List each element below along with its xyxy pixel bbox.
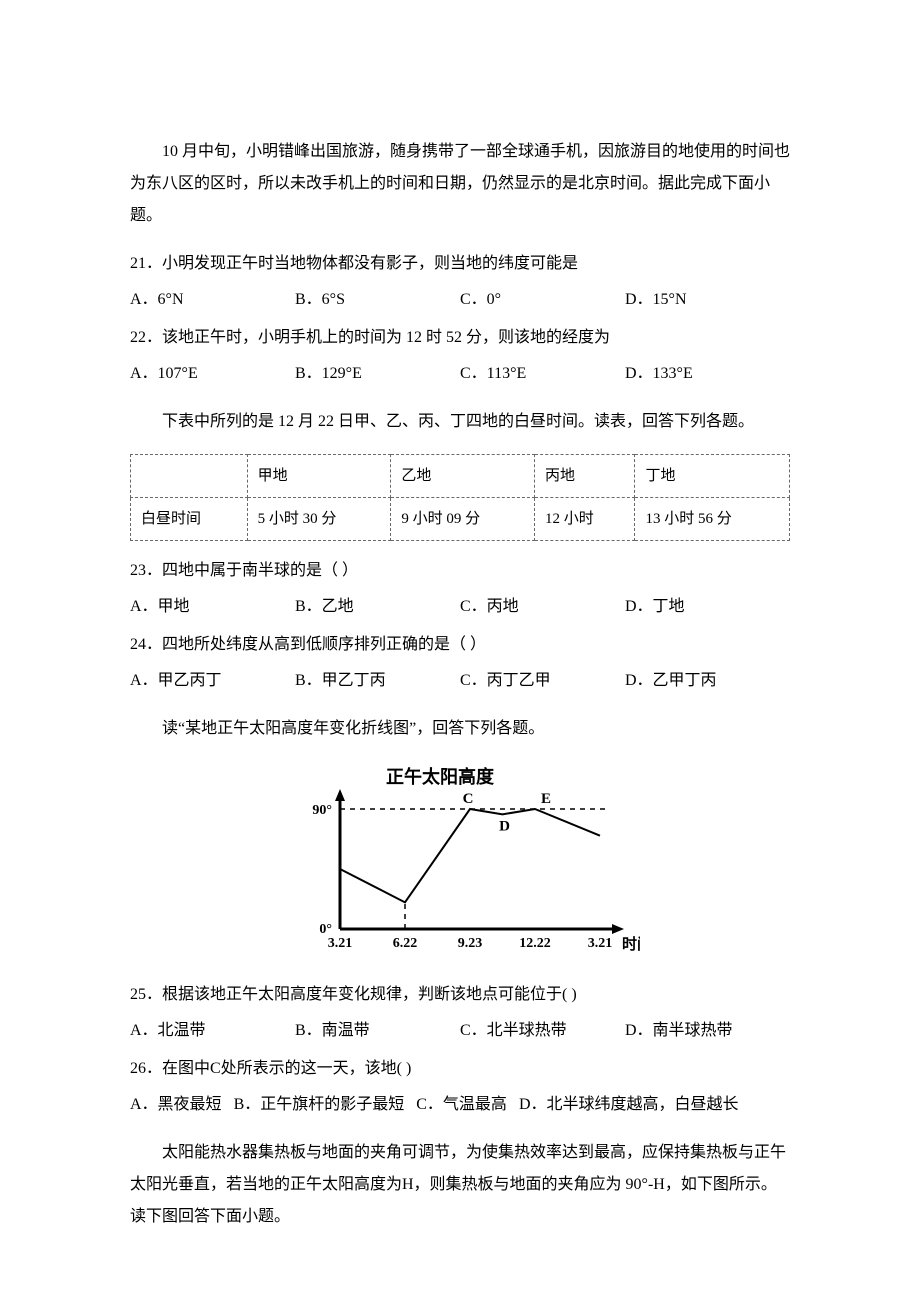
question-26-options: A．黑夜最短 B．正午旗杆的影子最短 C．气温最高 D．北半球纬度越高，白昼越长 — [130, 1089, 790, 1121]
question-23: 23．四地中属于南半球的是（ ） — [130, 555, 790, 587]
q23-opt-b: B．乙地 — [295, 591, 460, 623]
q22-opt-d: D．133°E — [625, 358, 790, 390]
q26-opt-d: D．北半球纬度越高，白昼越长 — [519, 1096, 739, 1113]
q22-opt-a: A．107°E — [130, 358, 295, 390]
q25-opt-d: D．南半球热带 — [625, 1015, 790, 1047]
svg-text:12.22: 12.22 — [519, 936, 551, 951]
question-23-options: A．甲地 B．乙地 C．丙地 D．丁地 — [130, 591, 790, 623]
svg-text:6.22: 6.22 — [393, 936, 418, 951]
col-jia: 甲地 — [247, 455, 391, 498]
q24-opt-d: D．乙甲丁丙 — [625, 665, 790, 697]
svg-text:E: E — [541, 791, 551, 807]
question-21: 21．小明发现正午时当地物体都没有影子，则当地的纬度可能是 — [130, 248, 790, 280]
q21-opt-c: C．0° — [460, 284, 625, 316]
q26-opt-b: B．正午旗杆的影子最短 — [234, 1096, 405, 1113]
svg-text:时间: 时间 — [622, 935, 640, 953]
svg-text:0°: 0° — [319, 922, 332, 937]
q21-opt-b: B．6°S — [295, 284, 460, 316]
cell-bing: 12 小时 — [535, 498, 635, 541]
q25-opt-c: C．北半球热带 — [460, 1015, 625, 1047]
cell-yi: 9 小时 09 分 — [391, 498, 535, 541]
svg-text:3.21: 3.21 — [588, 936, 613, 951]
svg-text:90°: 90° — [312, 803, 332, 818]
noon-altitude-chart: 正午太阳高度90°0°3.216.229.2312.223.21时间CDE — [130, 761, 790, 973]
intro-4: 太阳能热水器集热板与地面的夹角可调节，为使集热效率达到最高，应保持集热板与正午太… — [130, 1137, 790, 1233]
table-row: 白昼时间 5 小时 30 分 9 小时 09 分 12 小时 13 小时 56 … — [131, 498, 790, 541]
daylight-table: 甲地 乙地 丙地 丁地 白昼时间 5 小时 30 分 9 小时 09 分 12 … — [130, 454, 790, 541]
intro-3: 读“某地正午太阳高度年变化折线图”，回答下列各题。 — [130, 713, 790, 745]
svg-text:正午太阳高度: 正午太阳高度 — [386, 766, 495, 787]
svg-text:C: C — [463, 791, 474, 807]
svg-text:9.23: 9.23 — [458, 936, 483, 951]
q23-opt-c: C．丙地 — [460, 591, 625, 623]
page-content: 10 月中旬，小明错峰出国旅游，随身携带了一部全球通手机，因旅游目的地使用的时间… — [0, 0, 920, 1309]
q21-opt-d: D．15°N — [625, 284, 790, 316]
question-21-options: A．6°N B．6°S C．0° D．15°N — [130, 284, 790, 316]
question-25: 25．根据该地正午太阳高度年变化规律，判断该地点可能位于( ) — [130, 979, 790, 1011]
question-24: 24．四地所处纬度从高到低顺序排列正确的是（ ） — [130, 629, 790, 661]
q24-opt-b: B．甲乙丁丙 — [295, 665, 460, 697]
col-ding: 丁地 — [635, 455, 790, 498]
svg-text:3.21: 3.21 — [328, 936, 353, 951]
svg-text:D: D — [499, 818, 510, 834]
row-label: 白昼时间 — [131, 498, 248, 541]
q26-opt-c: C．气温最高 — [416, 1096, 507, 1113]
q23-opt-d: D．丁地 — [625, 591, 790, 623]
q25-opt-a: A．北温带 — [130, 1015, 295, 1047]
q24-opt-c: C．丙丁乙甲 — [460, 665, 625, 697]
question-26: 26．在图中C处所表示的这一天，该地( ) — [130, 1053, 790, 1085]
q25-opt-b: B．南温带 — [295, 1015, 460, 1047]
cell-jia: 5 小时 30 分 — [247, 498, 391, 541]
table-header-row: 甲地 乙地 丙地 丁地 — [131, 455, 790, 498]
question-24-options: A．甲乙丙丁 B．甲乙丁丙 C．丙丁乙甲 D．乙甲丁丙 — [130, 665, 790, 697]
q23-opt-a: A．甲地 — [130, 591, 295, 623]
intro-1: 10 月中旬，小明错峰出国旅游，随身携带了一部全球通手机，因旅游目的地使用的时间… — [130, 136, 790, 232]
question-22: 22．该地正午时，小明手机上的时间为 12 时 52 分，则该地的经度为 — [130, 322, 790, 354]
q22-opt-c: C．113°E — [460, 358, 625, 390]
intro-2: 下表中所列的是 12 月 22 日甲、乙、丙、丁四地的白昼时间。读表，回答下列各… — [130, 406, 790, 438]
q21-opt-a: A．6°N — [130, 284, 295, 316]
q24-opt-a: A．甲乙丙丁 — [130, 665, 295, 697]
chart-svg: 正午太阳高度90°0°3.216.229.2312.223.21时间CDE — [280, 761, 640, 961]
col-bing: 丙地 — [535, 455, 635, 498]
q22-opt-b: B．129°E — [295, 358, 460, 390]
col-yi: 乙地 — [391, 455, 535, 498]
question-25-options: A．北温带 B．南温带 C．北半球热带 D．南半球热带 — [130, 1015, 790, 1047]
col-blank — [131, 455, 248, 498]
q26-opt-a: A．黑夜最短 — [130, 1096, 222, 1113]
question-22-options: A．107°E B．129°E C．113°E D．133°E — [130, 358, 790, 390]
cell-ding: 13 小时 56 分 — [635, 498, 790, 541]
